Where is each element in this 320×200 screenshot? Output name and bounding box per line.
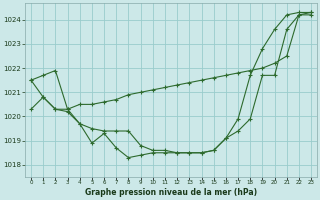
X-axis label: Graphe pression niveau de la mer (hPa): Graphe pression niveau de la mer (hPa) [85, 188, 257, 197]
